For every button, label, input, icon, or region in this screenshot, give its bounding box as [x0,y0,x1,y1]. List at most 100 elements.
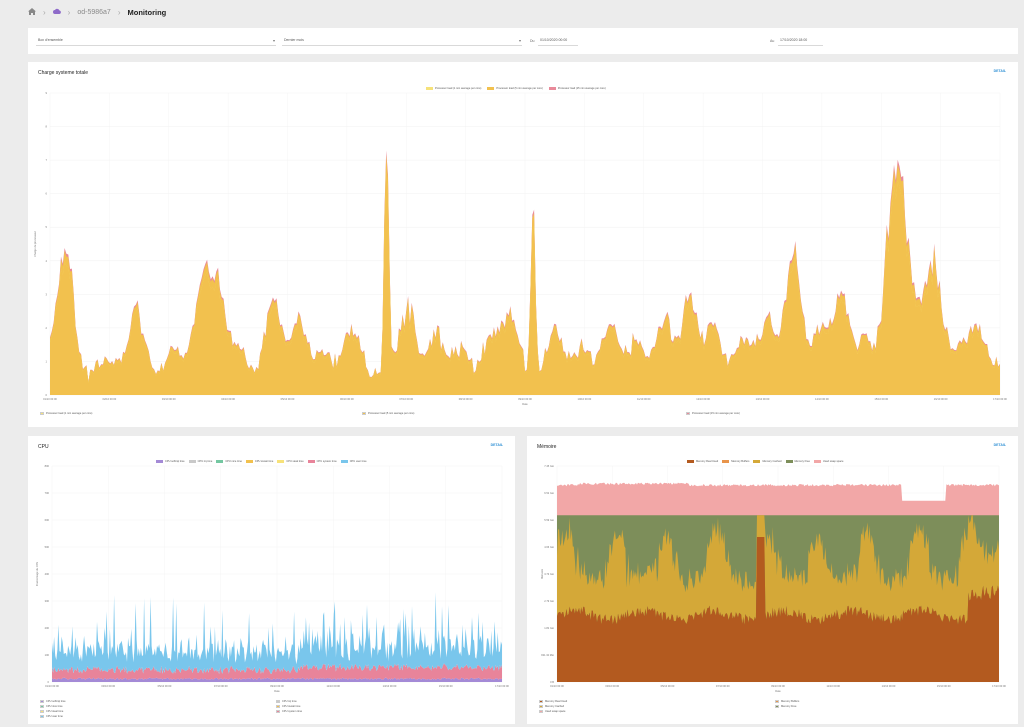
bottom-legend-item[interactable]: CPU steal time [40,710,63,713]
legend-item[interactable]: Used swap space [813,460,844,463]
bottom-legend-item[interactable]: Used swap space [539,710,565,713]
bottom-legend-item[interactable]: Processor load (1 min average per core) [40,412,92,415]
x-tick-label: 07/10 00:00 [716,684,730,688]
legend-label: CPU softirqt time [46,700,66,703]
y-tick-label: 100 [45,653,50,657]
series-area-softirq [52,677,502,682]
x-axis-label: Date [274,689,280,693]
legend-swatch [539,700,543,703]
y-tick-label: 5 [46,225,48,229]
legend-item[interactable]: Memory Free [785,460,810,463]
home-icon[interactable] [28,7,36,17]
legend-label: Processor load (1 min average per core) [46,412,93,415]
legend-item[interactable]: Memory Buffers [722,460,749,463]
chevron-down-icon: ▾ [518,38,521,43]
x-tick-label: 07/10 00:00 [399,397,413,401]
bottom-legend-item[interactable]: CPU user time [40,715,63,718]
bottom-legend-item[interactable]: Memory Cached [539,705,564,708]
breadcrumb-separator: › [43,7,46,17]
cloud-icon[interactable] [52,8,61,16]
y-axis-label: Charge du processeur [33,231,37,257]
from-date-input[interactable]: Du 01/10/2020 00:00 [530,36,578,46]
bottom-legend-item[interactable]: Processor load (5 min average per core) [362,412,414,415]
x-axis-label: Date [775,689,781,693]
x-tick-label: 13/10 00:00 [756,397,770,401]
legend-swatch [539,710,543,713]
memory-detail-link[interactable]: DETAIL [993,443,1006,447]
x-tick-label: 13/10 00:00 [882,684,896,688]
legend-item[interactable]: Memory Real Used [687,460,718,463]
bottom-legend-item[interactable]: CPU system time [276,710,302,713]
x-tick-label: 11/10 00:00 [326,684,340,688]
breadcrumb: › › od-5986a7 › Monitoring [28,5,166,19]
period-select[interactable]: Dernier mois ▾ [282,36,522,46]
legend-item[interactable]: CPU nice time [216,460,242,463]
memory-panel-title: Mémoire [537,444,557,450]
y-tick-label: 2 [46,326,48,330]
legend-swatch [40,715,44,718]
legend-item[interactable]: CPU softirqt time [156,460,185,463]
legend-item[interactable]: Processor load (15 min average per core) [548,87,606,90]
legend-item[interactable]: CPU iowait time [245,460,273,463]
cpu-detail-link[interactable]: DETAIL [490,443,503,447]
legend-swatch [785,460,793,463]
series-area-5min-overlay [50,172,1000,395]
load-legend: Processor load (1 min average per core) … [426,87,606,90]
memory-panel: Mémoire DETAIL Memory Real Used Memory B… [527,436,1018,724]
x-tick-label: 17/10 00:00 [495,684,509,688]
legend-label: Memory Real Used [696,460,719,463]
period-select-value: Dernier mois [284,38,304,42]
x-tick-label: 14/10 00:00 [815,397,829,401]
legend-swatch [340,460,348,463]
element-select[interactable]: Box d'ensemble ▾ [36,36,276,46]
legend-label: Used swap space [822,460,844,463]
cpu-panel-title: CPU [38,444,49,450]
breadcrumb-separator: › [117,7,121,17]
legend-item[interactable]: Processor load (5 min average per core) [487,87,543,90]
legend-label: CPU steal time [46,710,64,713]
x-tick-label: 01/10 00:00 [45,684,59,688]
y-tick-label: 4 [46,259,48,263]
series-area-system [52,663,502,680]
bottom-legend-item[interactable]: CPU irq time [276,700,297,703]
load-bottom-legend: Processor load (1 min average per core) … [28,62,1018,427]
load-detail-link[interactable]: DETAIL [993,69,1006,73]
legend-item[interactable]: CPU steal time [277,460,304,463]
from-date-prefix: Du [530,39,535,43]
bottom-legend-item[interactable]: CPU softirqt time [40,700,66,703]
legend-item[interactable]: CPU system time [307,460,337,463]
breadcrumb-server-link[interactable]: od-5986a7 [77,8,111,16]
page-title: Monitoring [127,7,167,17]
legend-swatch [40,710,44,713]
legend-swatch [40,705,44,708]
bottom-legend-item[interactable]: Memory Buffers [775,700,799,703]
legend-item[interactable]: Memory Cached [753,460,782,463]
x-tick-label: 17/10 00:00 [992,684,1006,688]
memory-bottom-legend: Memory Real Used Memory Cached Used swap… [527,436,1018,724]
legend-item[interactable]: CPU irq time [188,460,212,463]
to-date-input[interactable]: Au 17/10/2020 18:00 [770,36,823,46]
load-chart: 0 1 2 3 4 5 6 7 8 9 01/10 00:00 02/10 00:00 03/10 00… [33,91,1007,406]
series-area-user [52,592,502,675]
y-axis-label: Pourcentage du CPU [35,562,39,587]
legend-swatch [362,412,366,415]
bottom-legend-item[interactable]: Memory Free [775,705,796,708]
x-tick-label: 01/10 00:00 [43,397,57,401]
breadcrumb-separator: › [67,7,71,17]
legend-item[interactable]: Processor load (1 min average per core) [426,87,481,90]
bottom-legend-item[interactable]: CPU nice time [40,705,63,708]
legend-label: CPU system time [282,710,303,713]
legend-swatch [188,460,196,463]
cpu-bottom-legend: CPU softirqt time CPU nice time CPU stea… [28,436,515,724]
legend-label: CPU steal time [286,460,304,463]
y-tick-label: 7 [46,158,48,162]
bottom-legend-item[interactable]: Processor load (15 min average per core) [686,412,740,415]
bottom-legend-item[interactable]: CPU iowait time [276,705,300,708]
legend-item[interactable]: CPU user time [340,460,367,463]
legend-label: CPU softirqt time [165,460,185,463]
legend-label: CPU system time [316,460,337,463]
x-tick-label: 05/10 00:00 [281,397,295,401]
bottom-legend-item[interactable]: Memory Real Used [539,700,567,703]
cpu-chart: 0 100 200 300 400 500 600 700 800 01/10 00:00 03/1… [35,464,509,693]
legend-swatch [813,460,821,463]
